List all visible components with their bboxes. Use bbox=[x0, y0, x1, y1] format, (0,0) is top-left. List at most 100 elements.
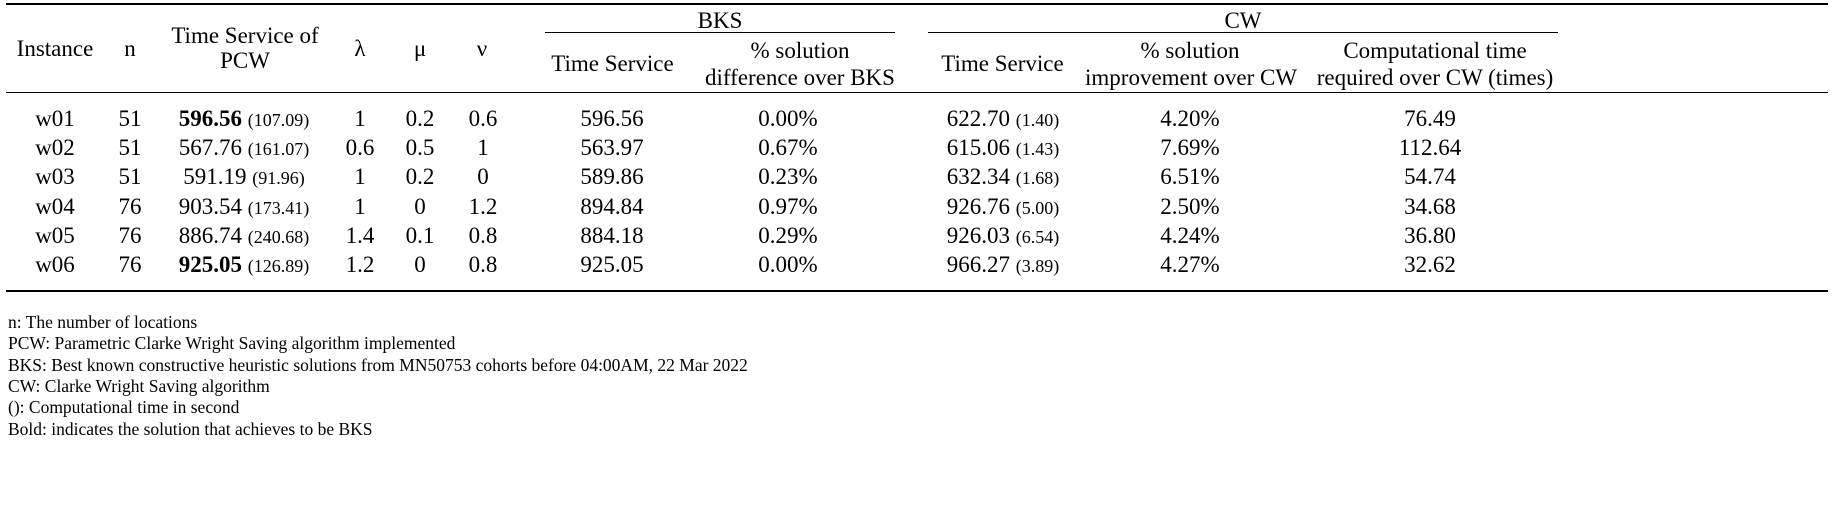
header-bks-pct-line1: % solution bbox=[750, 38, 850, 63]
cell-n: 51 bbox=[118, 135, 142, 161]
cell-cw-impr: 7.69% bbox=[1160, 135, 1220, 161]
computational-time-seconds: (1.40) bbox=[1015, 110, 1060, 130]
header-bks-pct-line2: difference over BKS bbox=[705, 65, 895, 90]
note-line: BKS: Best known constructive heuristic s… bbox=[8, 354, 748, 375]
cell-cw-impr: 4.27% bbox=[1160, 252, 1220, 277]
cell-mu: 0 bbox=[414, 252, 426, 277]
cw-time-service-value: 926.03 bbox=[946, 222, 1010, 248]
cell-instance: w04 bbox=[35, 193, 75, 219]
cell-instance: w03 bbox=[35, 164, 75, 190]
cell-cw-impr: 6.51% bbox=[1160, 164, 1220, 190]
cell-comp: 32.62 bbox=[1404, 252, 1456, 277]
cell-cw-impr: 2.50% bbox=[1160, 193, 1220, 219]
cw-time-service-value: 966.27 bbox=[946, 252, 1010, 277]
cw-time-service-value: 926.76 bbox=[946, 193, 1010, 219]
cell-cw-time-service: 966.27 (3.89) bbox=[947, 250, 1060, 281]
table-bottom-rule bbox=[6, 290, 1828, 292]
cw-group-rule bbox=[928, 32, 1558, 33]
computational-time-seconds: (3.89) bbox=[1015, 256, 1060, 276]
cell-bks: 589.86 bbox=[580, 164, 644, 190]
computational-time-seconds: (161.07) bbox=[247, 139, 310, 160]
cell-lambda: 1.4 bbox=[345, 222, 375, 248]
header-cw-comp-line1: Computational time bbox=[1343, 38, 1527, 63]
cw-time-service-value: 622.70 bbox=[946, 106, 1010, 131]
note-line: Bold: indicates the solution that achiev… bbox=[8, 418, 373, 439]
cell-instance: w01 bbox=[35, 106, 75, 131]
computational-time-seconds: (1.43) bbox=[1015, 139, 1060, 160]
header-time-service-pcw-line2: PCW bbox=[220, 48, 270, 73]
cell-pcw-time-service: 567.76 (161.07) bbox=[179, 133, 310, 164]
computational-time-seconds: (240.68) bbox=[247, 226, 310, 247]
cell-nu: 0 bbox=[477, 164, 489, 190]
cell-bks: 884.18 bbox=[580, 222, 644, 248]
cell-mu: 0.5 bbox=[405, 135, 435, 161]
cell-bks-diff: 0.29% bbox=[758, 222, 818, 248]
cell-bks: 894.84 bbox=[580, 193, 644, 219]
header-mu: μ bbox=[413, 36, 427, 61]
cell-pcw-time-service: 596.56 (107.09) bbox=[179, 104, 310, 135]
header-time-service-pcw-line1: Time Service of bbox=[171, 23, 319, 48]
cell-n: 76 bbox=[118, 222, 142, 248]
header-instance: Instance bbox=[16, 36, 94, 61]
computational-time-seconds: (6.54) bbox=[1015, 226, 1060, 247]
cell-n: 51 bbox=[118, 164, 142, 190]
header-cw-pct-line2: improvement over CW bbox=[1085, 65, 1298, 90]
header-n: n bbox=[124, 36, 136, 61]
cell-bks-diff: 0.00% bbox=[758, 252, 818, 277]
cell-instance: w06 bbox=[35, 252, 75, 277]
cell-mu: 0.2 bbox=[405, 106, 435, 131]
cell-lambda: 1 bbox=[354, 106, 366, 131]
note-line: CW: Clarke Wright Saving algorithm bbox=[8, 375, 270, 396]
cell-pcw-time-service: 886.74 (240.68) bbox=[179, 221, 310, 252]
cw-time-service-value: 632.34 bbox=[946, 164, 1010, 190]
header-cw-comp-line2: required over CW (times) bbox=[1316, 65, 1554, 90]
cell-pcw-time-service: 903.54 (173.41) bbox=[179, 192, 310, 223]
computational-time-seconds: (173.41) bbox=[247, 197, 310, 218]
header-lambda: λ bbox=[354, 36, 366, 61]
header-cw-pct-line1: % solution bbox=[1140, 38, 1240, 63]
pcw-time-service-value: 886.74 bbox=[178, 222, 242, 248]
cell-bks-diff: 0.00% bbox=[758, 106, 818, 131]
cell-n: 76 bbox=[118, 252, 142, 277]
cell-lambda: 1 bbox=[354, 164, 366, 190]
cell-comp: 36.80 bbox=[1404, 222, 1456, 248]
pcw-time-service-value: 903.54 bbox=[178, 193, 242, 219]
cell-lambda: 1 bbox=[354, 193, 366, 219]
note-line: (): Computational time in second bbox=[8, 397, 240, 418]
cell-nu: 1.2 bbox=[468, 193, 498, 219]
cell-nu: 0.8 bbox=[468, 252, 498, 277]
cell-bks-diff: 0.97% bbox=[758, 193, 818, 219]
cell-n: 76 bbox=[118, 193, 142, 219]
pcw-time-service-value: 567.76 bbox=[178, 135, 242, 161]
header-nu: ν bbox=[476, 36, 488, 61]
computational-time-seconds: (91.96) bbox=[252, 168, 305, 189]
computational-time-seconds: (107.09) bbox=[247, 110, 310, 130]
cell-lambda: 1.2 bbox=[345, 252, 375, 277]
cell-lambda: 0.6 bbox=[345, 135, 375, 161]
cell-pcw-time-service: 925.05 (126.89) bbox=[179, 250, 310, 281]
cell-pcw-time-service: 591.19 (91.96) bbox=[183, 162, 305, 193]
table-top-rule bbox=[6, 3, 1828, 5]
note-line: PCW: Parametric Clarke Wright Saving alg… bbox=[8, 333, 456, 354]
cell-bks: 925.05 bbox=[580, 252, 644, 277]
pcw-time-service-value: 925.05 bbox=[178, 252, 242, 277]
cell-bks-diff: 0.67% bbox=[758, 135, 818, 161]
header-bks-time-service: Time Service bbox=[551, 51, 674, 76]
cell-instance: w05 bbox=[35, 222, 75, 248]
note-line: n: The number of locations bbox=[8, 312, 198, 332]
cell-nu: 0.6 bbox=[468, 106, 498, 131]
computational-time-seconds: (126.89) bbox=[247, 256, 310, 276]
cell-nu: 0.8 bbox=[468, 222, 498, 248]
header-bottom-rule bbox=[6, 92, 1828, 93]
cell-comp: 54.74 bbox=[1404, 164, 1456, 190]
cell-mu: 0.2 bbox=[405, 164, 435, 190]
cell-comp: 34.68 bbox=[1404, 193, 1456, 219]
cell-cw-time-service: 926.76 (5.00) bbox=[947, 192, 1060, 223]
bks-group-rule bbox=[545, 32, 895, 33]
computational-time-seconds: (1.68) bbox=[1015, 168, 1060, 189]
cell-comp: 112.64 bbox=[1398, 135, 1462, 161]
cell-bks: 596.56 bbox=[580, 106, 644, 131]
pcw-time-service-value: 591.19 bbox=[183, 164, 247, 190]
cell-mu: 0 bbox=[414, 193, 426, 219]
